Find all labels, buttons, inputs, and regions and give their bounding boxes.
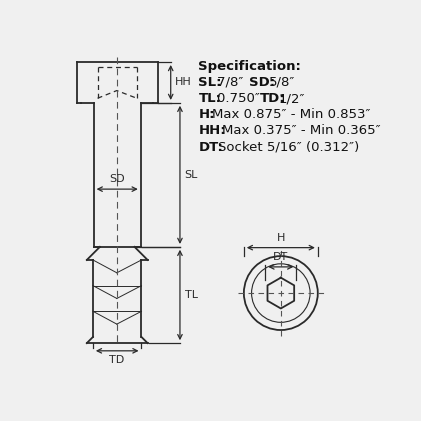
Text: HH: HH xyxy=(175,77,192,88)
Text: 0.750″: 0.750″ xyxy=(217,92,264,105)
Text: SD: SD xyxy=(109,174,125,184)
Text: SL: SL xyxy=(184,170,198,180)
Text: H: H xyxy=(277,233,285,243)
Text: SL:: SL: xyxy=(198,76,222,89)
Text: SD:: SD: xyxy=(249,76,275,89)
Text: Socket 5/16″ (0.312″): Socket 5/16″ (0.312″) xyxy=(218,141,360,154)
Text: Specification:: Specification: xyxy=(198,60,301,73)
Text: TL: TL xyxy=(184,290,197,300)
Text: Max 0.875″ - Min 0.853″: Max 0.875″ - Min 0.853″ xyxy=(212,108,371,121)
Text: 1/2″: 1/2″ xyxy=(279,92,305,105)
Text: 5/8″: 5/8″ xyxy=(269,76,296,89)
Text: TD:: TD: xyxy=(260,92,286,105)
Text: DT: DT xyxy=(273,252,288,262)
Text: HH:: HH: xyxy=(198,125,226,137)
Text: 7/8″: 7/8″ xyxy=(217,76,248,89)
Text: TD: TD xyxy=(109,355,125,365)
Text: H:: H: xyxy=(198,108,215,121)
Text: Max 0.375″ - Min 0.365″: Max 0.375″ - Min 0.365″ xyxy=(221,125,380,137)
Text: TL:: TL: xyxy=(198,92,221,105)
Text: DT:: DT: xyxy=(198,141,223,154)
